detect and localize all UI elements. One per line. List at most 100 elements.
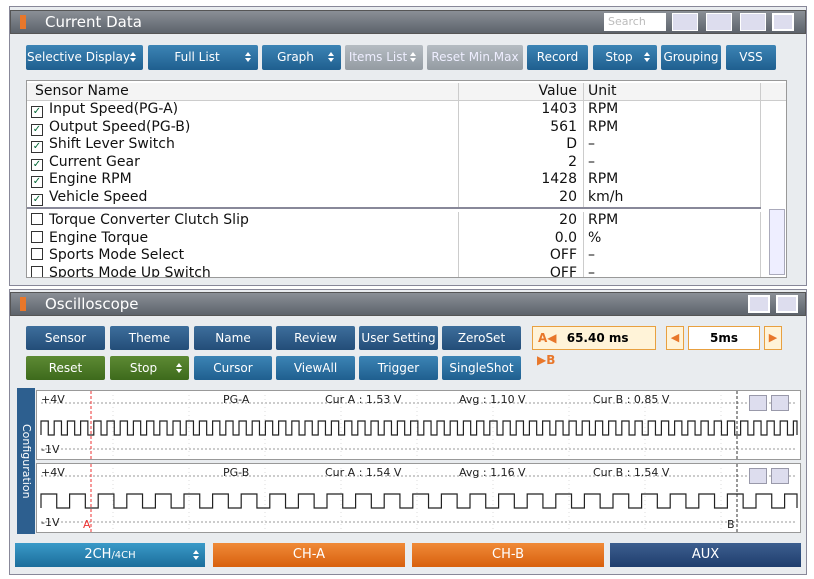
toolbar-button[interactable]: Stop [593,45,657,70]
button-label: Cursor [213,361,253,375]
button-label: Selective Display [27,50,130,64]
scope-button[interactable]: SingleShot [442,356,521,380]
sensor-label: Sports Mode Select [49,247,185,263]
scope-button[interactable]: Reset [26,356,105,380]
button-label: Trigger [377,361,420,375]
cursor-time-value: 65.40 ms [566,331,629,345]
sensor-unit: – [584,136,761,154]
icon-button[interactable] [776,295,798,313]
checkbox[interactable] [31,213,43,225]
scale-top: +4V [41,393,65,406]
sensor-label: Sports Mode Up Switch [49,264,211,278]
time-increase[interactable]: ▶ [764,326,782,350]
sensor-name: ✓ Output Speed(PG-B) [27,118,459,137]
cursor-a-reading: Cur A : 1.53 V [325,393,402,406]
sensor-name: Sports Mode Up Switch [27,264,459,278]
scope-button[interactable]: Theme [110,326,189,350]
scope-button[interactable]: User Setting [359,326,438,350]
scope-button[interactable]: Cursor [194,356,272,380]
table-row: ✓ Input Speed(PG-A) 1403 RPM [27,101,761,119]
toolbar-button[interactable]: Items List [345,45,423,70]
icon-button[interactable] [772,13,794,31]
button-label: Items List [348,50,408,64]
checkbox[interactable]: ✓ [31,176,43,188]
table-row: Engine Torque 0.0% [27,229,761,248]
icon-button[interactable] [740,13,766,31]
mode-tab[interactable]: 2CH/4CH [15,543,205,567]
scrollbar[interactable] [769,209,785,275]
search-box[interactable]: Search [604,13,666,31]
icon-button[interactable] [706,13,732,31]
side-tab[interactable]: Configuration [17,388,35,534]
sensor-name: Engine Torque [27,229,459,248]
icon-button[interactable] [672,13,698,31]
column-header: Unit [584,83,761,101]
sensor-label: Input Speed(PG-A) [49,101,179,117]
checkbox[interactable]: ✓ [31,193,43,206]
zoom-in[interactable] [749,468,767,484]
reference-line [41,402,797,450]
sensor-unit: % [584,229,761,248]
aux-tab[interactable]: AUX [610,543,801,567]
checkbox[interactable]: ✓ [31,158,43,171]
checkbox[interactable] [31,248,43,260]
dropdown-arrow [410,52,416,62]
toolbar-button[interactable]: Record [527,45,588,70]
toolbar-button[interactable]: Full List [148,45,258,70]
button-label: Grouping [663,50,719,64]
ch-b-tab[interactable]: CH-B [412,543,604,567]
zoom-out[interactable] [771,468,789,484]
sensor-name: ✓ Input Speed(PG-A) [27,101,459,119]
sensor-label: Output Speed(PG-B) [49,118,191,135]
checkbox[interactable] [31,230,43,243]
channel-name: PG-B [223,466,250,479]
channel-name: PG-A [223,393,250,406]
sensor-unit: km/h [584,188,761,207]
scope-button[interactable]: Sensor [26,326,105,350]
zoom-out[interactable] [771,395,789,411]
cursor-a-reading: Cur A : 1.54 V [325,466,402,479]
sensor-name: Torque Converter Clutch Slip [27,212,459,230]
scope-button[interactable]: ZeroSet [442,326,521,350]
zoom-in[interactable] [749,395,767,411]
scope-button[interactable]: Review [276,326,355,350]
sensor-unit: – [584,264,761,277]
column-header: Sensor Name [27,83,459,101]
table-row: Torque Converter Clutch Slip 20 RPM [27,212,761,230]
scope-button[interactable]: Stop [110,356,189,380]
sensor-value: D [459,136,584,154]
cursor-b-reading: Cur B : 1.54 V [593,466,670,479]
sensor-label: Current Gear [49,153,140,170]
icon-button[interactable] [748,295,770,313]
scope-button[interactable]: Name [194,326,272,350]
toolbar-button[interactable]: Grouping [661,45,721,70]
sensor-unit: – [584,153,761,172]
waveform-area [40,464,798,532]
scope-button[interactable]: Trigger [359,356,438,380]
table-row: Sports Mode Select OFF – [27,247,761,265]
button-label: Stop [605,50,633,64]
average-reading: Avg : 1.16 V [459,466,526,479]
time-decrease[interactable]: ◀ [666,326,684,350]
checkbox[interactable] [31,265,43,277]
dropdown-arrow [328,52,334,62]
toolbar-button[interactable]: Selective Display [26,45,143,70]
waveform-area [40,391,798,459]
checkbox[interactable]: ✓ [31,123,43,136]
scope-button[interactable]: ViewAll [276,356,355,380]
sensor-name: ✓ Current Gear [27,153,459,172]
ch-a-tab[interactable]: CH-A [213,543,405,567]
button-label: Graph [277,50,314,64]
toolbar-button[interactable]: Reset Min.Max [427,45,523,70]
waveform [40,493,798,509]
sensor-label: Engine Torque [49,229,149,246]
checkbox[interactable]: ✓ [31,106,43,118]
checkbox[interactable]: ✓ [31,141,43,153]
toolbar-button[interactable]: VSS [726,45,776,70]
title-bar: Oscilloscope [10,292,806,316]
dropdown-arrow [245,52,251,62]
sensor-unit: RPM [584,101,761,119]
toolbar-button[interactable]: Graph [262,45,341,70]
cursor-time: A◀ 65.40 ms ▶B [532,326,656,367]
cursor-a-marker: A [83,518,91,531]
